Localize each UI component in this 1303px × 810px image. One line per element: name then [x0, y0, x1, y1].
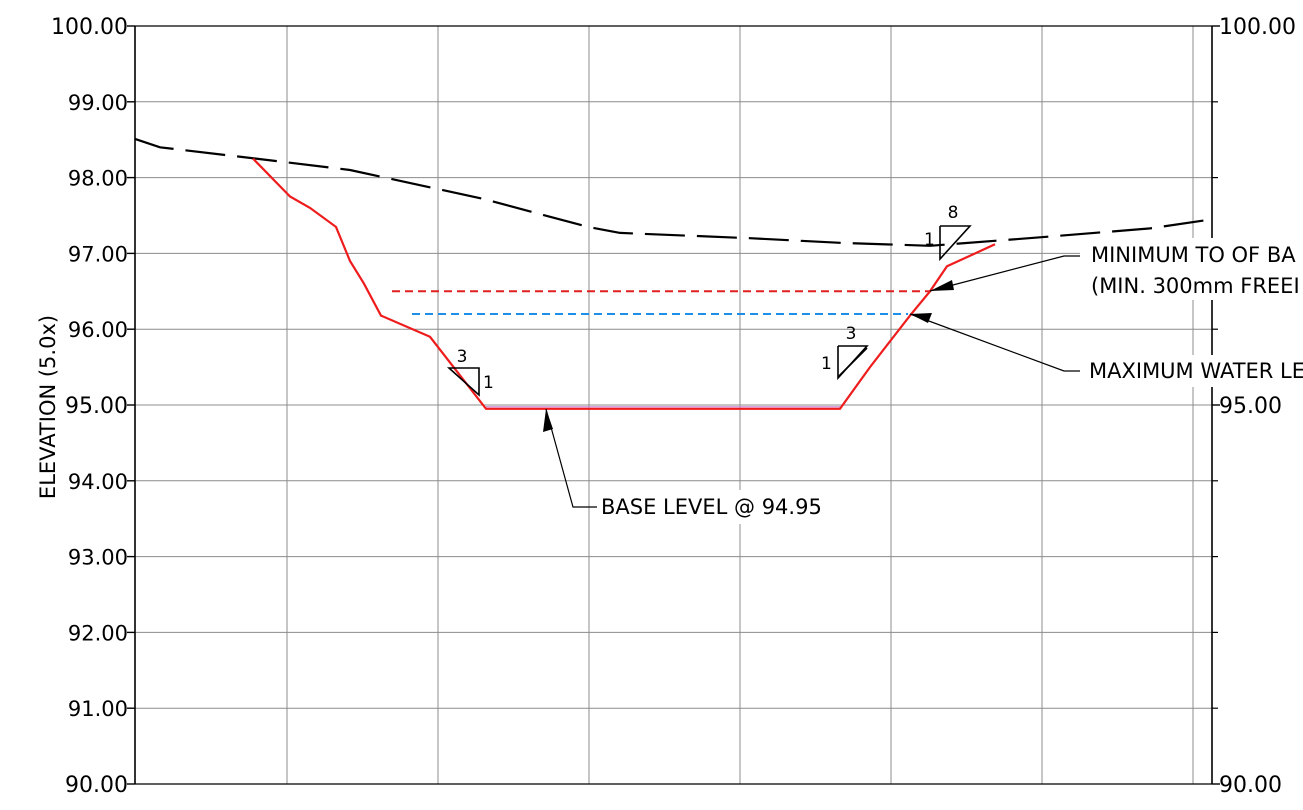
left-tick-label: 92.00: [68, 621, 128, 645]
slope-indicator-right: 3 1: [821, 324, 869, 381]
left-tick-label: 93.00: [68, 546, 128, 570]
grid: [135, 26, 1212, 784]
slope-right-rise: 1: [821, 354, 832, 374]
annotation-min-top-line2: (MIN. 300mm FREEI: [1091, 274, 1300, 298]
series-group: [134, 137, 1213, 410]
slope-top-rise: 1: [924, 230, 935, 250]
leader-base-level: [543, 408, 597, 508]
annotation-bg-min-top: [1080, 238, 1303, 300]
left-tick-label: 90.00: [65, 773, 128, 798]
left-axis-ticks: 100.00 99.00 98.00 97.00 96.00 95.00 94.00 93.0…: [51, 15, 135, 798]
series-design-section: [252, 157, 996, 410]
left-tick-label: 99.00: [68, 91, 128, 115]
right-tick-label: 95.00: [1219, 394, 1282, 419]
right-tick-label: 90.00: [1219, 773, 1282, 798]
left-tick-label: 97.00: [68, 242, 128, 266]
right-axis-ticks: 100.00 95.00 90.00: [1212, 15, 1296, 798]
series-existing-ground: [134, 137, 1213, 247]
slope-right-run: 3: [846, 324, 857, 344]
left-tick-label: 98.00: [68, 167, 128, 191]
annotation-max-water: MAXIMUM WATER LE: [1089, 359, 1303, 383]
y-axis-label: ELEVATION (5.0x): [36, 315, 60, 499]
annotation-min-top-line1: MINIMUM TO OF BA: [1091, 243, 1296, 267]
left-tick-label: 91.00: [68, 697, 128, 721]
leader-min-top: [929, 255, 1080, 292]
slope-indicator-left: 3 1: [446, 347, 494, 397]
leader-max-water: [909, 313, 1080, 372]
left-tick-label: 100.00: [51, 15, 128, 40]
left-tick-label: 94.00: [68, 470, 128, 494]
slope-left-rise: 1: [483, 373, 494, 393]
left-tick-label: 95.00: [65, 394, 128, 419]
slope-left-run: 3: [457, 347, 468, 367]
annotation-bg-base-level: [598, 490, 830, 524]
right-tick-label: 100.00: [1219, 15, 1296, 40]
annotation-base-level: BASE LEVEL @ 94.95: [601, 495, 822, 519]
left-tick-label: 96.00: [68, 318, 128, 342]
slope-top-run: 8: [948, 203, 959, 223]
annotation-bg-max-water: [1080, 355, 1303, 387]
slope-indicator-top: 8 1: [924, 203, 972, 262]
